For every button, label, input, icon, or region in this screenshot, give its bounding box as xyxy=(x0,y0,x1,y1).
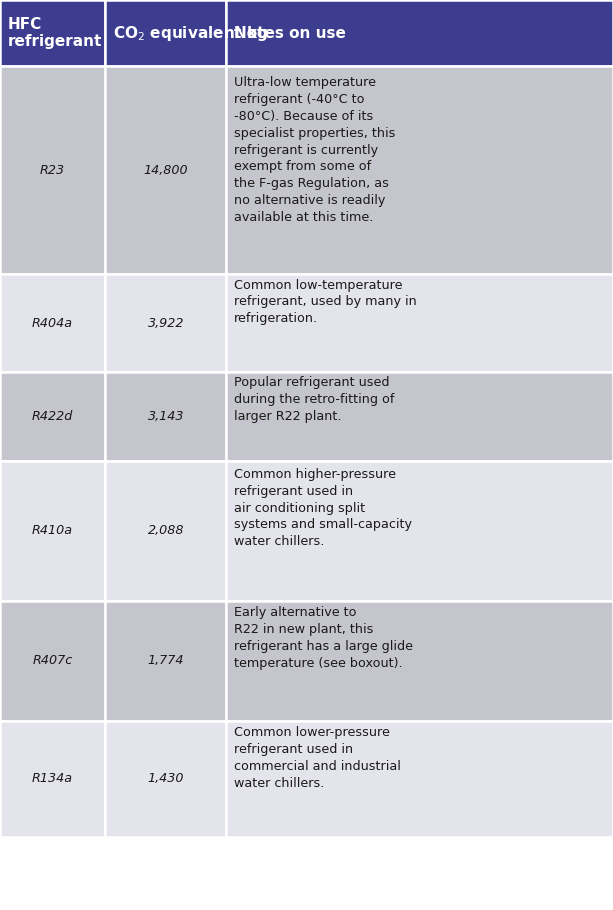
Text: 3,143: 3,143 xyxy=(148,410,184,423)
Text: 1,774: 1,774 xyxy=(148,654,184,667)
Bar xyxy=(226,721,613,837)
Text: 1,430: 1,430 xyxy=(148,773,184,785)
Text: 14,800: 14,800 xyxy=(143,164,188,177)
Text: HFC
refrigerant: HFC refrigerant xyxy=(8,17,102,49)
Bar xyxy=(0,372,105,461)
Bar xyxy=(226,274,613,372)
Text: R422d: R422d xyxy=(32,410,74,423)
Text: Common higher-pressure
refrigerant used in
air conditioning split
systems and sm: Common higher-pressure refrigerant used … xyxy=(234,468,412,548)
Text: CO$_2$ equivalent kg: CO$_2$ equivalent kg xyxy=(113,24,268,43)
Bar xyxy=(105,721,226,837)
Bar xyxy=(0,274,105,372)
Bar xyxy=(0,66,105,274)
Text: R410a: R410a xyxy=(32,524,74,538)
Text: Common lower-pressure
refrigerant used in
commercial and industrial
water chille: Common lower-pressure refrigerant used i… xyxy=(234,726,401,790)
Bar xyxy=(226,0,613,66)
Bar xyxy=(0,461,105,601)
Bar xyxy=(105,0,226,66)
Text: R134a: R134a xyxy=(32,773,74,785)
Bar xyxy=(0,0,105,66)
Text: Notes on use: Notes on use xyxy=(234,25,346,41)
Bar xyxy=(226,66,613,274)
Bar xyxy=(105,274,226,372)
Text: 2,088: 2,088 xyxy=(148,524,184,538)
Bar xyxy=(226,461,613,601)
Bar xyxy=(0,721,105,837)
Text: Ultra-low temperature
refrigerant (-40°C to
-80°C). Because of its
specialist pr: Ultra-low temperature refrigerant (-40°C… xyxy=(234,76,395,224)
Bar xyxy=(226,372,613,461)
Text: R23: R23 xyxy=(40,164,65,177)
Bar xyxy=(105,372,226,461)
Text: Popular refrigerant used
during the retro-fitting of
larger R22 plant.: Popular refrigerant used during the retr… xyxy=(234,377,395,423)
Bar xyxy=(0,601,105,721)
Bar xyxy=(105,601,226,721)
Bar xyxy=(105,461,226,601)
Text: Common low-temperature
refrigerant, used by many in
refrigeration.: Common low-temperature refrigerant, used… xyxy=(234,278,417,325)
Text: R407c: R407c xyxy=(32,654,73,667)
Text: R404a: R404a xyxy=(32,317,74,329)
Bar xyxy=(226,601,613,721)
Text: Early alternative to
R22 in new plant, this
refrigerant has a large glide
temper: Early alternative to R22 in new plant, t… xyxy=(234,606,413,670)
Text: 3,922: 3,922 xyxy=(148,317,184,329)
Bar xyxy=(105,66,226,274)
